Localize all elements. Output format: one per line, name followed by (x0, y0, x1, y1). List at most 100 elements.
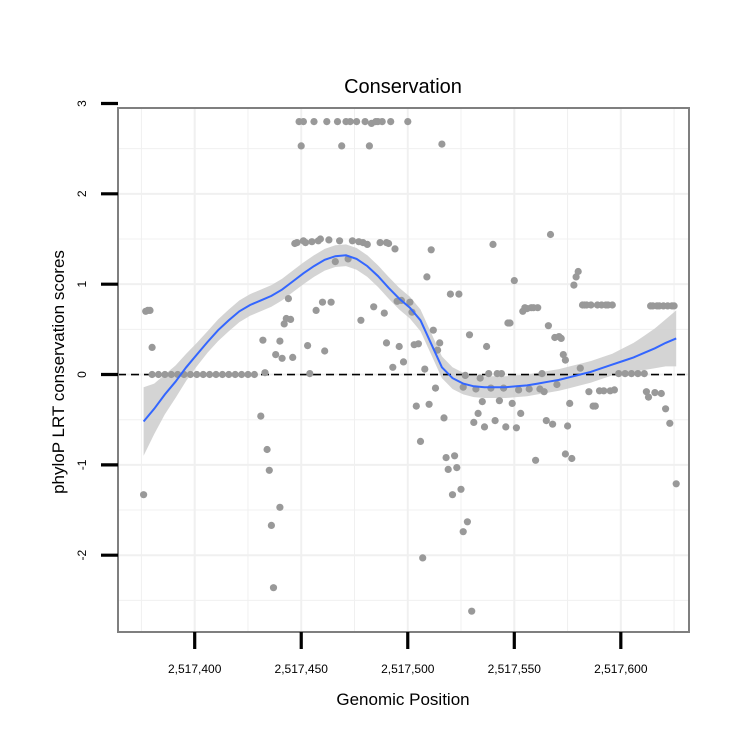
data-point (546, 230, 555, 239)
data-point (465, 331, 474, 339)
data-point (634, 370, 642, 378)
data-point (378, 118, 386, 126)
grid (118, 108, 689, 632)
data-point (480, 423, 489, 431)
data-point (412, 402, 420, 410)
data-point (564, 422, 572, 430)
data-point (146, 306, 154, 314)
x-tick-label: 2,517,600 (594, 662, 648, 676)
data-point (353, 118, 361, 126)
data-point (276, 503, 284, 511)
data-point (421, 365, 429, 373)
data-point (427, 246, 435, 254)
x-tick-label: 2,517,550 (488, 662, 542, 676)
data-point (502, 423, 510, 431)
data-point (406, 298, 414, 306)
data-point (272, 351, 280, 359)
data-point (644, 393, 653, 401)
data-point (461, 371, 469, 379)
data-point (310, 118, 318, 126)
data-point (357, 316, 365, 324)
data-point (287, 315, 295, 323)
data-point (186, 370, 194, 379)
data-point (436, 339, 444, 347)
data-point (534, 304, 542, 312)
data-point (468, 607, 476, 615)
plot-panel (117, 107, 690, 633)
data-point (559, 351, 567, 359)
data-point (627, 370, 636, 378)
y-tick-label: -2 (75, 550, 89, 561)
data-point (325, 236, 333, 244)
data-point (662, 405, 670, 413)
y-axis: -2 -1 0 1 2 3 (75, 100, 118, 561)
data-point (568, 454, 576, 463)
data-point (257, 412, 265, 420)
data-point (478, 398, 486, 406)
data-point (370, 303, 378, 311)
data-point (459, 528, 467, 536)
data-point (455, 290, 463, 298)
data-point (474, 409, 482, 417)
data-point (570, 281, 578, 289)
data-point (566, 399, 574, 407)
data-point (574, 267, 582, 276)
data-point (666, 419, 674, 427)
data-point (312, 306, 320, 314)
data-point (321, 347, 329, 355)
data-point (323, 118, 331, 126)
data-point (525, 385, 533, 393)
data-point (404, 118, 412, 126)
data-point (615, 370, 623, 378)
chart-title: Conservation (344, 76, 462, 98)
data-point (244, 370, 252, 379)
data-point (218, 370, 226, 379)
data-point (331, 258, 339, 266)
data-point (140, 491, 148, 499)
panel-border (117, 107, 690, 633)
x-tick-label: 2,517,450 (275, 662, 329, 676)
data-point (457, 485, 465, 493)
data-point (306, 370, 314, 378)
data-point (591, 402, 599, 410)
data-point (508, 399, 516, 407)
y-tick-label: 0 (75, 371, 89, 378)
data-point (395, 342, 403, 351)
data-point (363, 240, 371, 248)
data-point (517, 409, 525, 417)
x-tick-label: 2,517,500 (381, 662, 435, 676)
data-point (640, 370, 648, 378)
data-point (348, 237, 356, 245)
data-point (642, 388, 651, 396)
data-point (448, 491, 457, 499)
data-point (148, 370, 156, 379)
data-point (672, 480, 680, 488)
data-point (250, 370, 258, 379)
y-axis-label: phyloP LRT conservation scores (49, 250, 68, 494)
data-point (442, 454, 450, 462)
data-point (148, 343, 156, 351)
data-point (299, 118, 307, 126)
data-point (408, 308, 416, 316)
data-point (423, 273, 431, 281)
data-point (544, 322, 553, 330)
data-point (199, 370, 207, 379)
data-point (657, 389, 665, 398)
data-point (365, 142, 373, 150)
data-point (476, 374, 484, 382)
data-point (238, 370, 246, 379)
data-point (416, 437, 425, 445)
data-point (459, 383, 467, 391)
data-point (376, 239, 384, 247)
data-point (297, 142, 305, 150)
data-point (572, 273, 580, 281)
x-axis: 2,517,400 2,517,450 2,517,500 2,517,550 2,51… (168, 632, 648, 676)
data-point (451, 452, 459, 460)
data-point (278, 354, 286, 362)
data-point (576, 364, 584, 372)
data-point (263, 445, 271, 454)
y-tick-label: 2 (75, 190, 89, 197)
data-point (231, 370, 239, 379)
data-point (284, 295, 292, 303)
data-point (385, 239, 393, 248)
